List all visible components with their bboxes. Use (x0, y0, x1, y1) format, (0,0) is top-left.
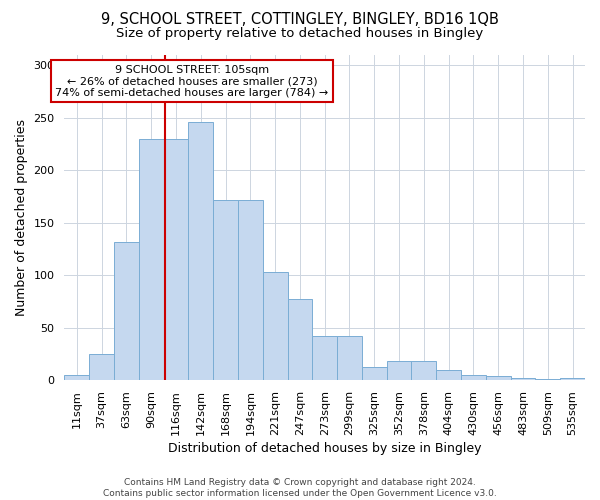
Bar (436, 370, 461, 380)
Bar (263, 272, 287, 380)
Bar (139, 139, 164, 380)
Bar (164, 139, 188, 380)
Text: Contains HM Land Registry data © Crown copyright and database right 2024.
Contai: Contains HM Land Registry data © Crown c… (103, 478, 497, 498)
Bar (412, 362, 436, 380)
Bar (386, 362, 412, 380)
Bar (486, 376, 511, 380)
Bar (362, 366, 386, 380)
Bar (337, 336, 362, 380)
Bar (461, 375, 486, 380)
Text: 9 SCHOOL STREET: 105sqm
← 26% of detached houses are smaller (273)
74% of semi-d: 9 SCHOOL STREET: 105sqm ← 26% of detache… (55, 65, 329, 98)
Bar (213, 200, 238, 380)
X-axis label: Distribution of detached houses by size in Bingley: Distribution of detached houses by size … (168, 442, 481, 455)
Bar (114, 242, 139, 380)
Text: Size of property relative to detached houses in Bingley: Size of property relative to detached ho… (116, 28, 484, 40)
Bar (560, 378, 585, 380)
Bar (64, 375, 89, 380)
Bar (238, 200, 263, 380)
Bar (89, 354, 114, 380)
Bar (535, 379, 560, 380)
Y-axis label: Number of detached properties: Number of detached properties (15, 119, 28, 316)
Bar (188, 122, 213, 380)
Bar (511, 378, 535, 380)
Text: 9, SCHOOL STREET, COTTINGLEY, BINGLEY, BD16 1QB: 9, SCHOOL STREET, COTTINGLEY, BINGLEY, B… (101, 12, 499, 28)
Bar (313, 336, 337, 380)
Bar (287, 300, 313, 380)
